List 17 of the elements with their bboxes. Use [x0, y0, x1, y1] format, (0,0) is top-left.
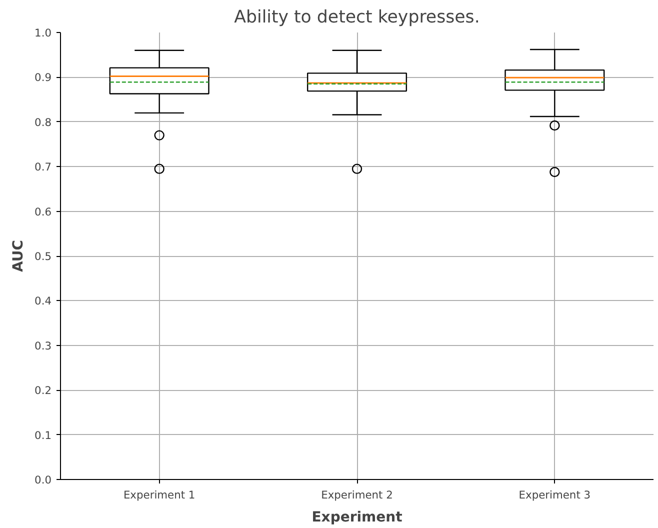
y-tick-label: 0.8 — [34, 116, 52, 129]
y-tick-label: 0.7 — [34, 160, 52, 174]
x-tick-label: Experiment 3 — [518, 488, 591, 502]
y-tick-label: 0.2 — [34, 384, 52, 398]
x-tick-label: Experiment 1 — [123, 488, 196, 502]
x-axis-title: Experiment — [312, 510, 403, 526]
y-tick-label: 0.1 — [34, 428, 52, 442]
y-tick-label: 1.0 — [34, 26, 52, 40]
y-tick-label: 0.5 — [34, 250, 52, 263]
y-tick-label: 0.6 — [34, 205, 52, 218]
y-tick-label: 0.4 — [34, 294, 52, 308]
x-tick-label: Experiment 2 — [321, 488, 393, 502]
y-tick-label: 0.0 — [34, 474, 52, 486]
y-axis-title: AUC — [10, 240, 27, 272]
y-tick-label: 0.9 — [34, 71, 52, 84]
chart-title: Ability to detect keypresses. — [234, 8, 480, 28]
y-tick-label: 0.3 — [34, 339, 52, 352]
